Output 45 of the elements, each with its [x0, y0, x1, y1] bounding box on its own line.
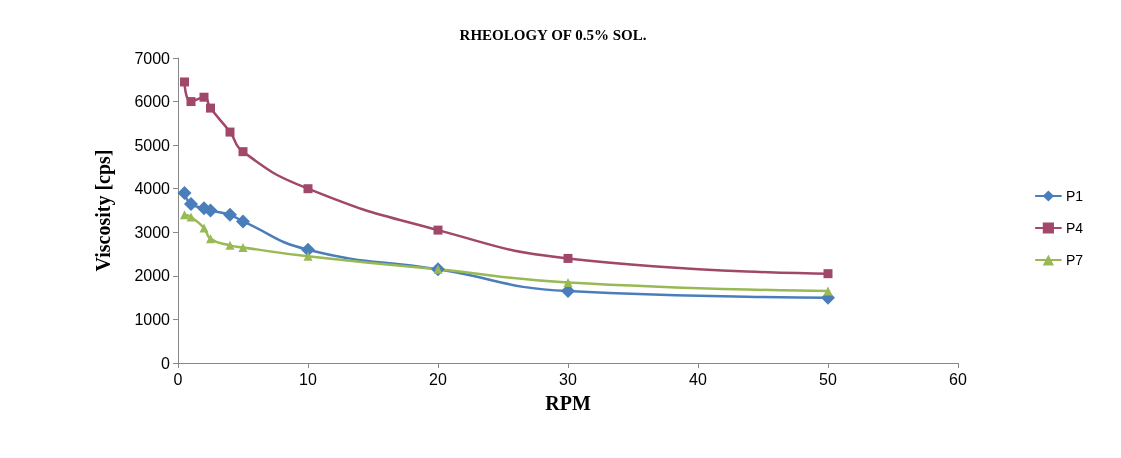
y-tick-label: 3000 — [134, 223, 171, 241]
point — [823, 269, 833, 279]
y-tick-label: 2000 — [134, 267, 171, 285]
point — [238, 147, 248, 157]
point — [238, 243, 248, 253]
point — [199, 223, 209, 233]
y-tick-label: 5000 — [134, 136, 171, 154]
y-tick-label: 4000 — [134, 180, 171, 198]
point — [433, 225, 443, 235]
point — [303, 251, 313, 261]
point — [303, 184, 313, 194]
point — [225, 127, 235, 137]
y-tick-label: 1000 — [134, 310, 171, 328]
y-tick-label: 7000 — [134, 49, 171, 67]
x-tick-label: 40 — [689, 370, 707, 388]
x-tick-label: 60 — [949, 370, 967, 388]
point — [186, 212, 196, 222]
point — [823, 286, 833, 296]
legend-label: P1 — [1065, 188, 1084, 204]
point — [184, 196, 198, 211]
point — [206, 103, 215, 113]
x-tick-label: 50 — [819, 370, 837, 388]
point — [206, 234, 215, 244]
x-tick-label: 10 — [299, 370, 317, 388]
chart-title: RHEOLOGY OF 0.5% SOL. — [459, 26, 647, 43]
legend-label: P4 — [1065, 220, 1084, 236]
x-tick-label: 20 — [429, 370, 447, 388]
point — [563, 253, 573, 263]
point — [225, 240, 235, 250]
legend-label: P7 — [1065, 252, 1084, 268]
point — [223, 207, 237, 222]
x-axis-title: RPM — [545, 392, 591, 414]
point — [177, 186, 192, 201]
y-tick-label: 0 — [161, 354, 171, 372]
point — [180, 210, 189, 220]
point — [236, 214, 250, 229]
x-tick-label: 30 — [559, 370, 577, 388]
point — [180, 77, 189, 87]
y-tick-label: 6000 — [134, 93, 171, 111]
point — [199, 92, 209, 102]
point — [301, 242, 315, 257]
point — [186, 97, 196, 107]
x-tick-label: 0 — [173, 370, 183, 388]
y-axis-title: Viscosity [cps] — [92, 149, 115, 272]
point — [563, 277, 573, 287]
